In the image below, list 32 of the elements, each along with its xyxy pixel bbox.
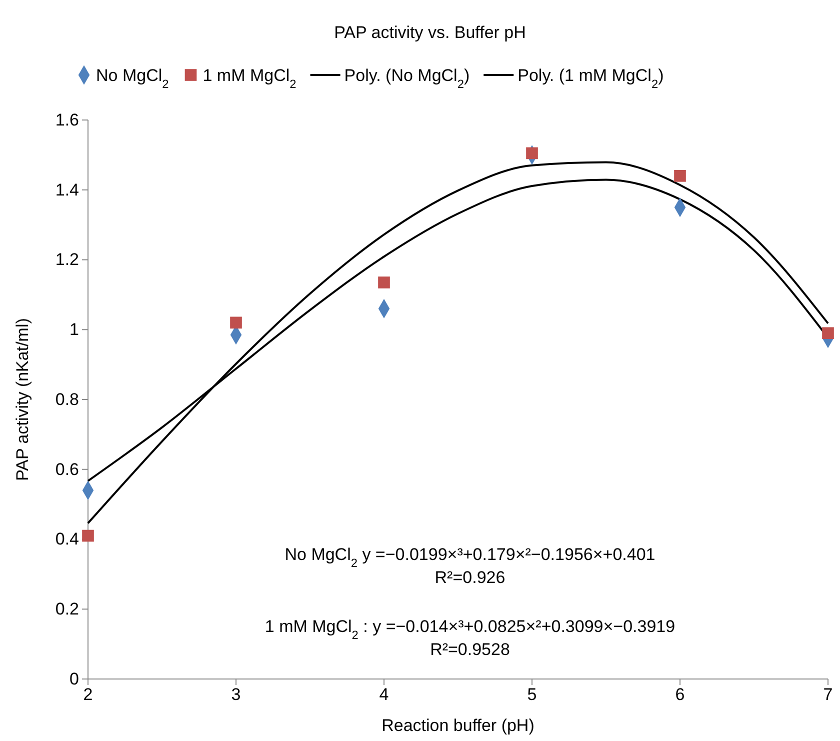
legend-label: Poly. (1 mM MgCl$_{2}$) (518, 66, 664, 91)
point (230, 316, 242, 329)
point (82, 530, 94, 542)
x-tick-label: 7 (823, 685, 833, 704)
x-axis-title: Reaction buffer (pH) (382, 716, 534, 735)
chart-title: PAP activity vs. Buffer pH (334, 23, 526, 42)
y-tick-label: 0.8 (55, 390, 79, 409)
y-tick-label: 0.6 (55, 460, 79, 479)
x-tick-label: 4 (379, 685, 389, 704)
annotation: R²=0.926 (434, 568, 506, 587)
y-tick-label: 1.2 (55, 250, 79, 270)
y-axis-title: PAP activity (nKat/ml) (13, 318, 32, 481)
point (822, 327, 834, 340)
annotation: No MgCl$_{2}$ y =−0.0199×³+0.179×²−0.1956×+0.401 (284, 545, 656, 570)
y-tick-label: 1.6 (55, 110, 79, 130)
legend-label: Poly. (No MgCl$_{2}$) (344, 66, 470, 91)
y-tick-label: 0 (70, 669, 79, 688)
legend-label: 1 mM MgCl$_{2}$ (202, 66, 297, 91)
point (526, 147, 538, 160)
x-tick-label: 2 (83, 685, 93, 704)
y-tick-label: 1 (70, 320, 79, 340)
point (674, 170, 686, 182)
x-tick-label: 6 (675, 685, 685, 704)
point (378, 276, 390, 288)
annotation: R²=0.9528 (430, 640, 510, 659)
y-tick-label: 1.4 (55, 180, 79, 200)
y-tick-label: 0.4 (55, 530, 79, 549)
x-tick-label: 3 (231, 685, 241, 704)
legend-label: No MgCl$_{2}$ (96, 66, 170, 91)
y-tick-label: 0.2 (55, 600, 79, 619)
x-tick-label: 5 (527, 685, 537, 704)
annotation: 1 mM MgCl$_{2}$ : y =−0.014×³+0.0825×²+0.3099×−0.3919 (264, 617, 676, 642)
